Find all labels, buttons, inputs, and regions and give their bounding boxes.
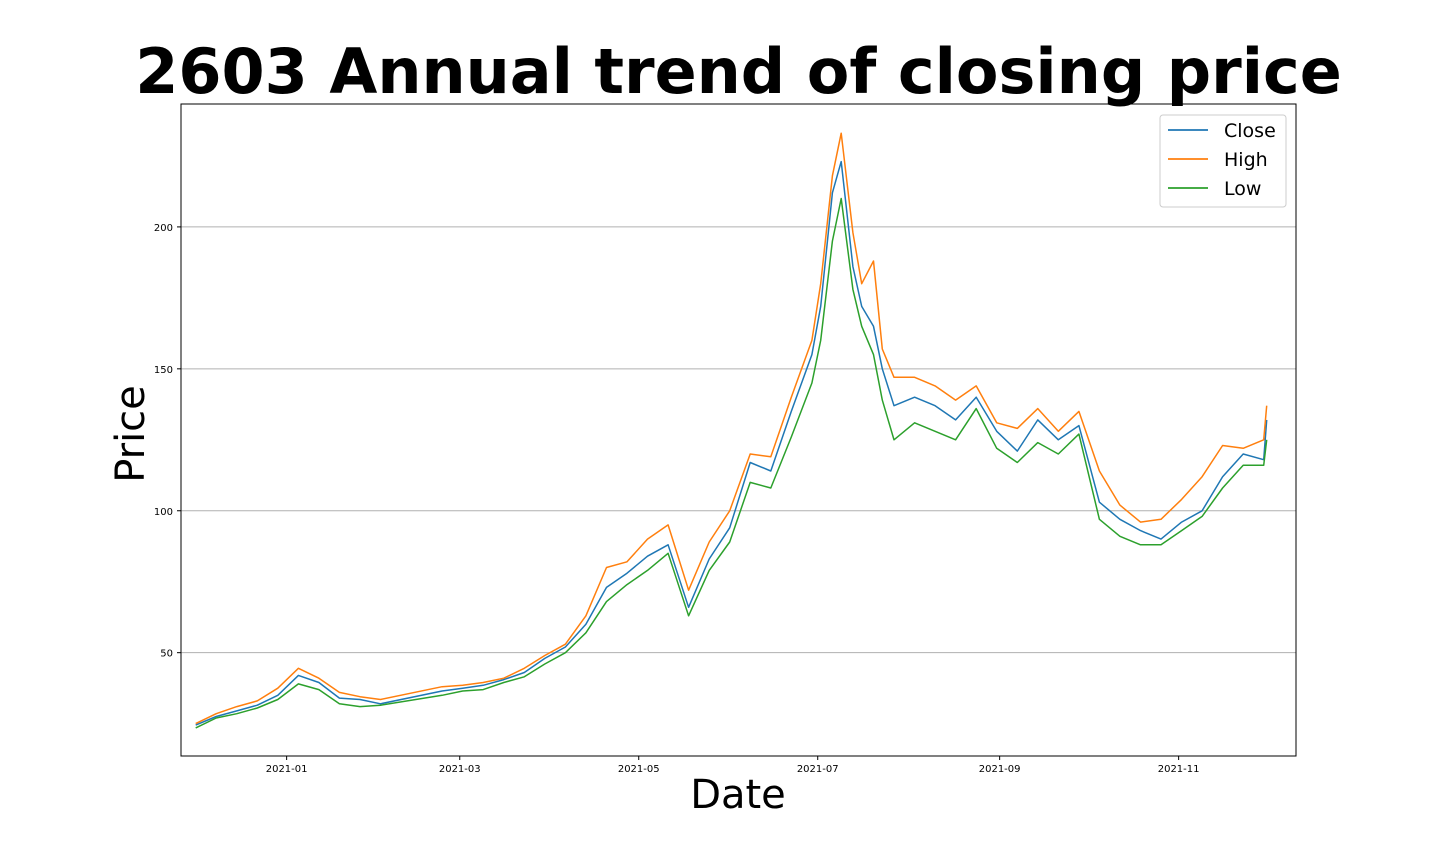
legend-box [1159, 114, 1287, 208]
y-tick-label: 200 [154, 223, 173, 234]
x-axis-label: Date [690, 772, 786, 818]
series-line-low [195, 197, 1268, 729]
y-ticks: 50 100 150 200 [154, 223, 181, 660]
x-tick-label: 2021-05 [618, 764, 660, 775]
x-ticks: 2021-01 2021-03 2021-05 2021-07 2021-09 2021-… [266, 756, 1200, 775]
legend-label: High [1224, 149, 1268, 171]
series-lines [195, 132, 1268, 729]
x-tick-label: 2021-01 [266, 764, 308, 775]
y-tick-label: 100 [154, 507, 173, 518]
plot-frame [180, 103, 1297, 757]
x-tick-label: 2021-11 [1158, 764, 1200, 775]
legend-label: Low [1224, 178, 1261, 200]
x-tick-label: 2021-07 [797, 764, 839, 775]
chart-title: 2603 Annual trend of closing price [135, 35, 1342, 108]
x-tick-label: 2021-09 [979, 764, 1021, 775]
series-line-close [195, 160, 1268, 726]
y-tick-label: 150 [154, 365, 173, 376]
y-axis-label: Price [108, 385, 154, 483]
legend-label: Close [1224, 120, 1276, 142]
grid-lines [181, 226, 1296, 654]
x-tick-label: 2021-03 [439, 764, 481, 775]
y-tick-label: 50 [160, 649, 173, 660]
series-line-high [195, 132, 1268, 725]
legend: Close High Low [1159, 114, 1287, 208]
